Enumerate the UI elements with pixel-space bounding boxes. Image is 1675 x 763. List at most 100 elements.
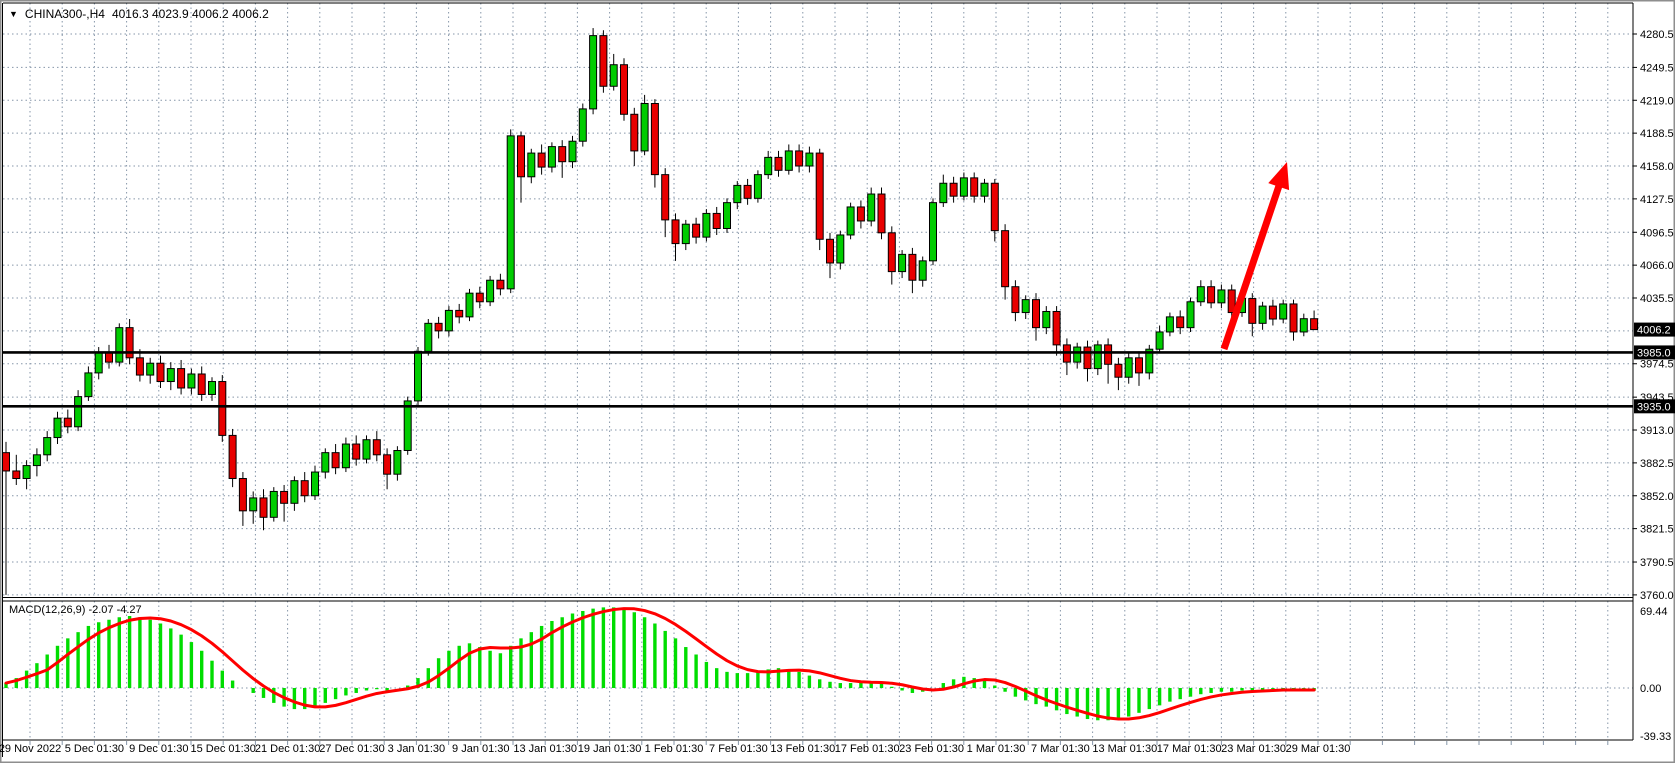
bull-candle (187, 373, 196, 389)
bull-candle (702, 212, 711, 238)
bear-candle (156, 362, 165, 383)
bull-candle (784, 150, 793, 171)
bear-candle (352, 443, 361, 460)
bear-candle (887, 232, 896, 273)
level-price-box (1634, 399, 1675, 414)
bull-candle (1093, 344, 1102, 370)
bull-candle (43, 437, 52, 456)
macd-indicator-label: MACD(12,26,9) -2.07 -4.27 (9, 604, 142, 616)
price-axis-label: 4066.0 (1640, 260, 1674, 272)
bull-candle (84, 372, 93, 398)
bull-candle (486, 279, 495, 303)
bull-candle (1042, 310, 1051, 329)
bear-candle (1289, 303, 1298, 333)
bull-candle (341, 443, 350, 469)
time-axis-label: 13 Jan 01:30 (513, 743, 577, 755)
bull-candle (640, 103, 649, 152)
bull-candle (166, 368, 175, 383)
bull-candle (1217, 289, 1226, 304)
bull-candle (414, 350, 422, 402)
bear-candle (372, 439, 381, 456)
bear-candle (63, 417, 72, 428)
bear-candle (1052, 310, 1061, 346)
macd-axis-label: 69.44 (1640, 606, 1668, 618)
bull-candle (424, 322, 433, 352)
macd-axis-label: -39.33 (1640, 731, 1671, 743)
bull-candle (939, 182, 948, 204)
bull-candle (22, 465, 31, 480)
macd-axis-label: 0.00 (1640, 683, 1661, 695)
price-axis-label: 4096.5 (1640, 227, 1674, 239)
bear-candle (537, 152, 546, 168)
price-axis-label: 4188.5 (1640, 128, 1674, 140)
bear-candle (1227, 289, 1236, 314)
bull-candle (733, 184, 742, 204)
bull-candle (764, 156, 773, 176)
time-axis-label: 19 Jan 01:30 (578, 743, 642, 755)
bear-candle (1268, 305, 1277, 320)
bear-candle (1248, 298, 1257, 324)
bear-candle (908, 253, 917, 281)
bull-candle (578, 108, 587, 142)
bear-candle (650, 103, 659, 176)
bear-candle (620, 64, 628, 115)
bear-candle (105, 351, 113, 363)
bull-candle (929, 202, 937, 262)
bull-candle (898, 253, 907, 273)
price-axis-label: 3974.5 (1640, 359, 1674, 371)
bear-candle (517, 135, 525, 178)
bear-candle (970, 177, 979, 197)
bull-candle (1279, 303, 1288, 320)
trend-arrow-shaft[interactable] (1220, 179, 1284, 351)
bear-candle (815, 152, 824, 240)
bull-candle (568, 140, 577, 163)
time-axis-label: 29 Mar 01:30 (1286, 743, 1351, 755)
price-box-label: 3935.0 (1637, 401, 1671, 413)
bear-candle (280, 490, 289, 504)
bear-candle (949, 182, 958, 197)
quote-ohlc-label: 4016.3 4023.9 4006.2 4006.2 (111, 7, 269, 21)
bull-candle (146, 362, 155, 376)
bear-candle (496, 279, 505, 290)
chart-dropdown-triangle-icon[interactable]: ▼ (9, 9, 18, 19)
bull-candle (53, 417, 62, 439)
bear-candle (300, 480, 309, 497)
bull-candle (1196, 286, 1205, 303)
price-axis-label: 3760.0 (1640, 590, 1674, 602)
bull-candle (609, 64, 618, 87)
bear-candle (826, 238, 834, 264)
time-axis-label: 15 Dec 01:30 (190, 743, 255, 755)
bull-candle (1145, 348, 1154, 374)
bear-candle (197, 373, 206, 395)
bear-candle (331, 452, 340, 469)
bear-candle (259, 497, 268, 518)
time-axis-label: 7 Feb 01:30 (709, 743, 768, 755)
time-axis-label: 1 Mar 01:30 (967, 743, 1026, 755)
bull-candle (1021, 299, 1030, 314)
bull-candle (805, 152, 814, 167)
bull-candle (115, 327, 124, 363)
price-axis-label: 4280.5 (1640, 29, 1674, 41)
time-axis-label: 21 Dec 01:30 (255, 743, 320, 755)
chart-title: ▼ CHINA300-,H4 4016.3 4023.9 4006.2 4006.2 (9, 7, 269, 21)
price-axis-label: 3882.5 (1640, 458, 1674, 470)
price-box-label: 4006.2 (1637, 325, 1671, 337)
bear-candle (774, 156, 783, 171)
bear-candle (475, 292, 484, 303)
time-axis-label: 7 Mar 01:30 (1031, 743, 1090, 755)
price-axis-label: 4249.5 (1640, 62, 1674, 74)
level-price-box (1634, 345, 1675, 360)
bull-candle (506, 135, 515, 290)
bear-candle (743, 184, 752, 199)
bull-candle (980, 182, 989, 197)
bull-candle (1165, 316, 1174, 333)
trend-arrow-head[interactable] (1268, 162, 1290, 191)
time-axis-label: 1 Feb 01:30 (645, 743, 704, 755)
bull-candle (74, 396, 83, 428)
bear-candle (1176, 316, 1185, 329)
price-axis-label: 4219.0 (1640, 95, 1674, 107)
bear-candle (2, 452, 10, 472)
bull-candle (311, 471, 319, 497)
